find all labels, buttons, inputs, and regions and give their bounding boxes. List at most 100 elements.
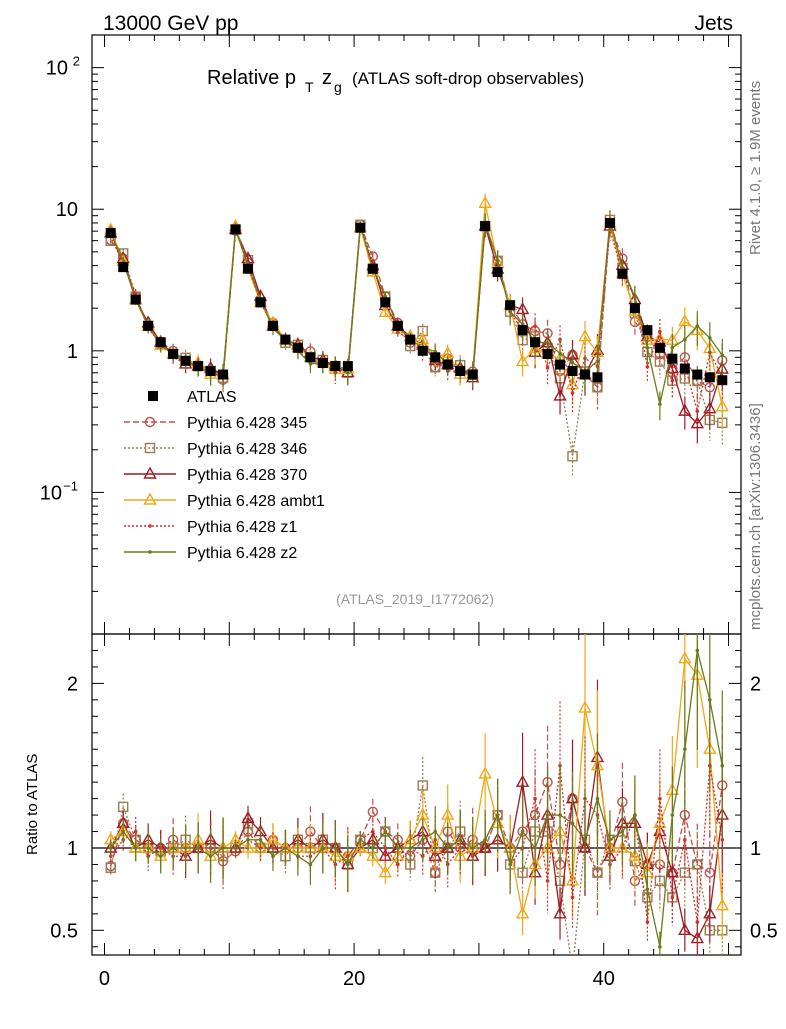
ratio-point [678,922,692,936]
title-paren: (ATLAS soft-drop observables) [352,69,584,88]
ratio-point [715,898,729,911]
atlas-point [255,297,266,308]
atlas-point [555,359,566,370]
atlas-point [330,361,341,372]
main-point [567,451,578,462]
atlas-point [155,337,166,348]
atlas-point [654,342,665,353]
main-point [679,373,691,384]
ratio-point [241,810,255,824]
ratio-ylabel: Ratio to ATLAS [24,754,41,855]
ratio-panel: 0 20 40 0.5 0.5 1 1 2 2 [50,633,778,990]
atlas-point [617,268,628,279]
atlas-point [667,353,678,364]
title-sub-t: T [305,79,314,95]
ratio-frame [91,633,742,956]
atlas-point [355,222,366,233]
ratio-series [104,634,729,976]
ratio-point [683,837,687,842]
main-point [678,403,692,416]
ratio-tick-label-left: 0.5 [50,920,78,942]
main-point [378,304,392,318]
legend-marker [148,550,152,554]
ratio-line [110,656,723,915]
atlas-point [467,369,478,380]
atlas-point [417,345,428,356]
ratio-point [695,920,700,924]
atlas-point [342,361,353,372]
atlas-point [430,352,441,363]
atlas-point [218,369,229,380]
atlas-point [205,366,216,377]
title-z: z [322,67,332,89]
legend-atlas-label: ATLAS [187,389,237,406]
legend-marker [144,442,156,454]
y-tick-exponent: −1 [63,478,78,493]
ratio-point [367,806,379,817]
legend-atlas-marker [148,391,158,401]
atlas-point [317,358,328,369]
legend-marker [148,524,152,528]
atlas-point [629,303,640,314]
x-tick-label: 0 [99,968,110,990]
y-tick-label: 10 [46,58,68,80]
legend-label: Pythia 6.428 ambt1 [187,493,325,510]
ratio-point [533,796,537,801]
ratio-point [568,967,577,976]
ratio-point [654,875,666,887]
main-point [695,409,700,414]
atlas-point [492,267,503,278]
atlas-point [542,348,553,359]
legend-label: Pythia 6.428 370 [187,467,307,484]
atlas-point [180,355,191,366]
ratio-point [241,840,255,853]
ratio-point [628,848,642,861]
atlas-point [692,369,703,380]
atlas-point [442,359,453,370]
ratio-tick-label-right: 1 [750,838,761,860]
atlas-point [380,297,391,308]
main-point [704,382,715,393]
ratio-point [565,873,580,886]
main-point [703,401,717,414]
legend-marker [143,466,157,479]
atlas-point [130,294,141,305]
ratio-point [366,848,380,861]
series-3-ratio [104,634,729,939]
main-series [104,193,729,477]
ratio-tick-label-left: 1 [67,838,78,860]
legend-marker [143,492,157,505]
atlas-point [267,320,278,331]
ratio-point [703,906,717,919]
header-right: Jets [694,12,733,35]
atlas-point [280,334,291,345]
legend-label: Pythia 6.428 346 [187,441,307,458]
main-point [565,377,580,390]
atlas-point [480,221,491,232]
atlas-point [405,334,416,345]
atlas-point [292,342,303,353]
atlas-point [455,366,466,377]
mcplots-label: mcplots.cern.ch [arXiv:1306.3436] [747,403,764,630]
ratio-point [378,865,392,878]
main-point [690,416,705,429]
atlas-point [305,352,316,363]
ratio-point [515,906,530,919]
y-tick-label: 10 [56,199,78,221]
atlas-point [118,262,129,273]
atlas-point [717,375,728,386]
legend: ATLAS Pythia 6.428 345 Pythia 6.428 346 Pyt… [124,389,325,562]
ratio-point [441,807,455,820]
legend-label: Pythia 6.428 345 [187,415,307,432]
main-point [553,388,567,401]
y-tick-exponent: 2 [73,54,80,69]
legend-label: Pythia 6.428 z2 [187,545,297,562]
atlas-point [530,337,541,348]
main-point [515,354,530,367]
ratio-tick-label-left: 2 [67,673,78,695]
atlas-point [567,366,578,377]
ratio-line [110,757,723,940]
atlas-point [679,363,690,374]
atlas-point [243,263,254,274]
